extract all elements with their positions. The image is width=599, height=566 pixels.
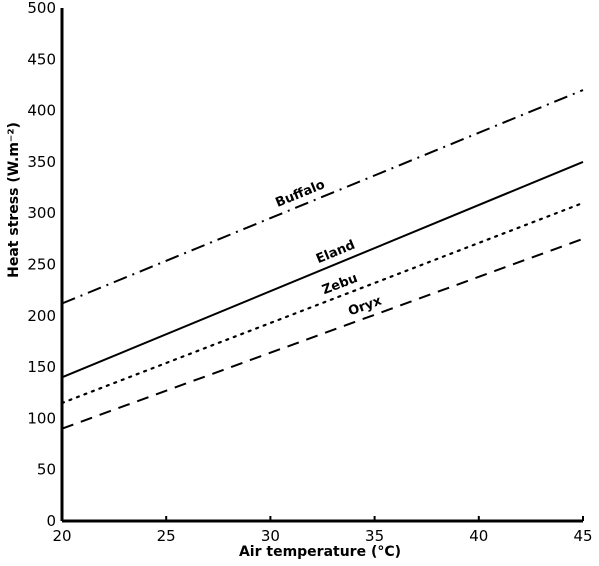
x-axis-ticks: 20 25 30 35 40 45 [52,516,593,545]
y-tick-label: 200 [27,307,56,325]
y-tick-label: 100 [27,409,56,427]
y-axis-title: Heat stress (W.m⁻²) [6,122,22,278]
series-label-zebu: Zebu [320,271,360,298]
y-tick-label: 350 [27,153,56,171]
series-line-oryx [61,237,584,430]
y-tick-label: 150 [27,358,56,376]
series-line-eland [61,160,584,379]
x-tick-label: 35 [365,527,384,545]
y-tick-label: 400 [27,102,56,120]
x-tick-label: 30 [261,527,280,545]
series-label-oryx: Oryx [346,293,384,319]
x-tick-label: 40 [469,527,488,545]
y-tick-label: 250 [27,256,56,274]
axes [60,8,583,523]
y-tick-label: 50 [37,461,56,479]
series-lines [60,89,585,430]
y-tick-label: 300 [27,204,56,222]
series-line-zebu [60,201,585,405]
y-tick-label: 500 [27,0,56,17]
series-line-buffalo [61,89,584,305]
x-axis-title: Air temperature (°C) [239,544,401,560]
y-tick-label: 450 [27,50,56,68]
series-label-eland: Eland [314,238,357,267]
x-tick-label: 20 [52,527,71,545]
x-tick-label: 45 [573,527,592,545]
y-tick-label: 0 [46,512,56,530]
x-tick-label: 25 [157,527,176,545]
y-axis-ticks: 0 50 100 150 200 250 300 350 400 450 500 [27,0,56,530]
